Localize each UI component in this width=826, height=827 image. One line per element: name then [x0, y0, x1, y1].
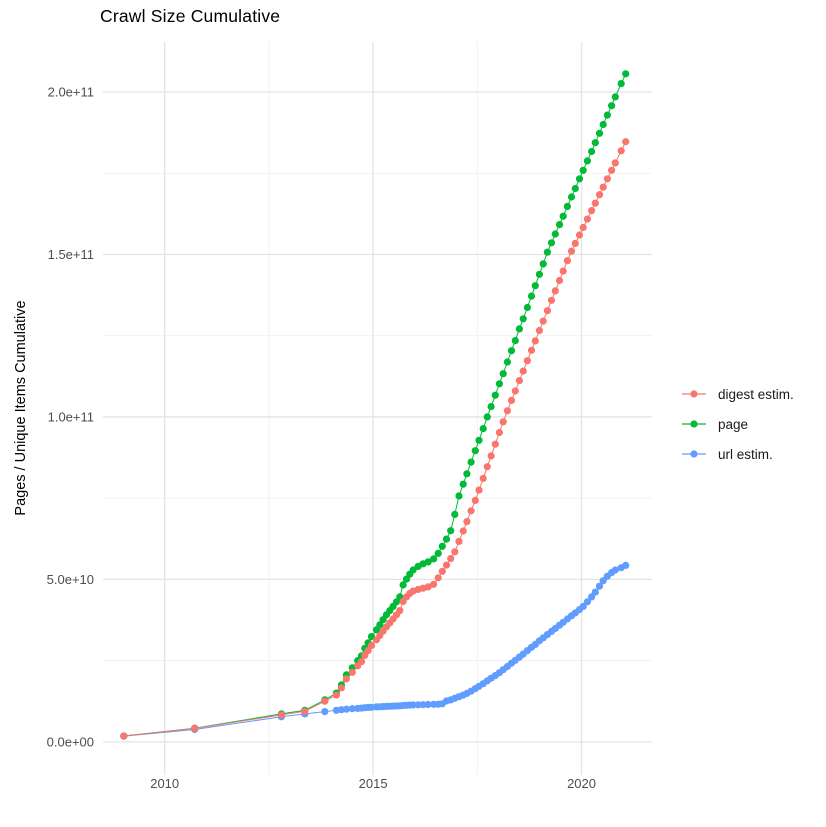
- series-points-url-estim-: [120, 561, 630, 740]
- series-points: [120, 70, 630, 740]
- y-tick-label: 1.0e+11: [48, 409, 94, 424]
- y-tick-label: 1.5e+11: [48, 247, 94, 262]
- series-line-url-estim-: [123, 564, 626, 737]
- legend-key-digest-estim-icon: [682, 390, 706, 398]
- grid-major: [103, 42, 652, 775]
- legend-item-url-estim: url estim.: [681, 439, 794, 469]
- x-tick-label: 2015: [359, 776, 388, 791]
- legend-label-digest-estim: digest estim.: [718, 386, 794, 402]
- chart-title: Crawl Size Cumulative: [100, 6, 281, 26]
- y-tick-label: 5.0e+10: [47, 572, 94, 587]
- legend-label-page: page: [718, 416, 749, 432]
- x-tick-label: 2010: [150, 776, 179, 791]
- legend-item-digest-estim: digest estim.: [681, 379, 794, 409]
- x-tick-label: 2020: [567, 776, 596, 791]
- axis-tick-labels: 0.0e+00 5.0e+10 1.0e+11 1.5e+11 2.0e+11 2010 2…: [47, 85, 596, 791]
- series-points-digest-estim-: [120, 138, 630, 740]
- legend-key-page-icon: [682, 420, 706, 428]
- legend: digest estim. page url estim.: [681, 379, 794, 469]
- grid-minor: [103, 42, 652, 775]
- y-tick-label: 2.0e+11: [48, 85, 94, 100]
- legend-label-url-estim: url estim.: [718, 446, 773, 462]
- legend-key-url-estim-icon: [682, 450, 706, 458]
- legend-item-page: page: [681, 409, 794, 439]
- y-tick-label: 0.0e+00: [47, 734, 94, 749]
